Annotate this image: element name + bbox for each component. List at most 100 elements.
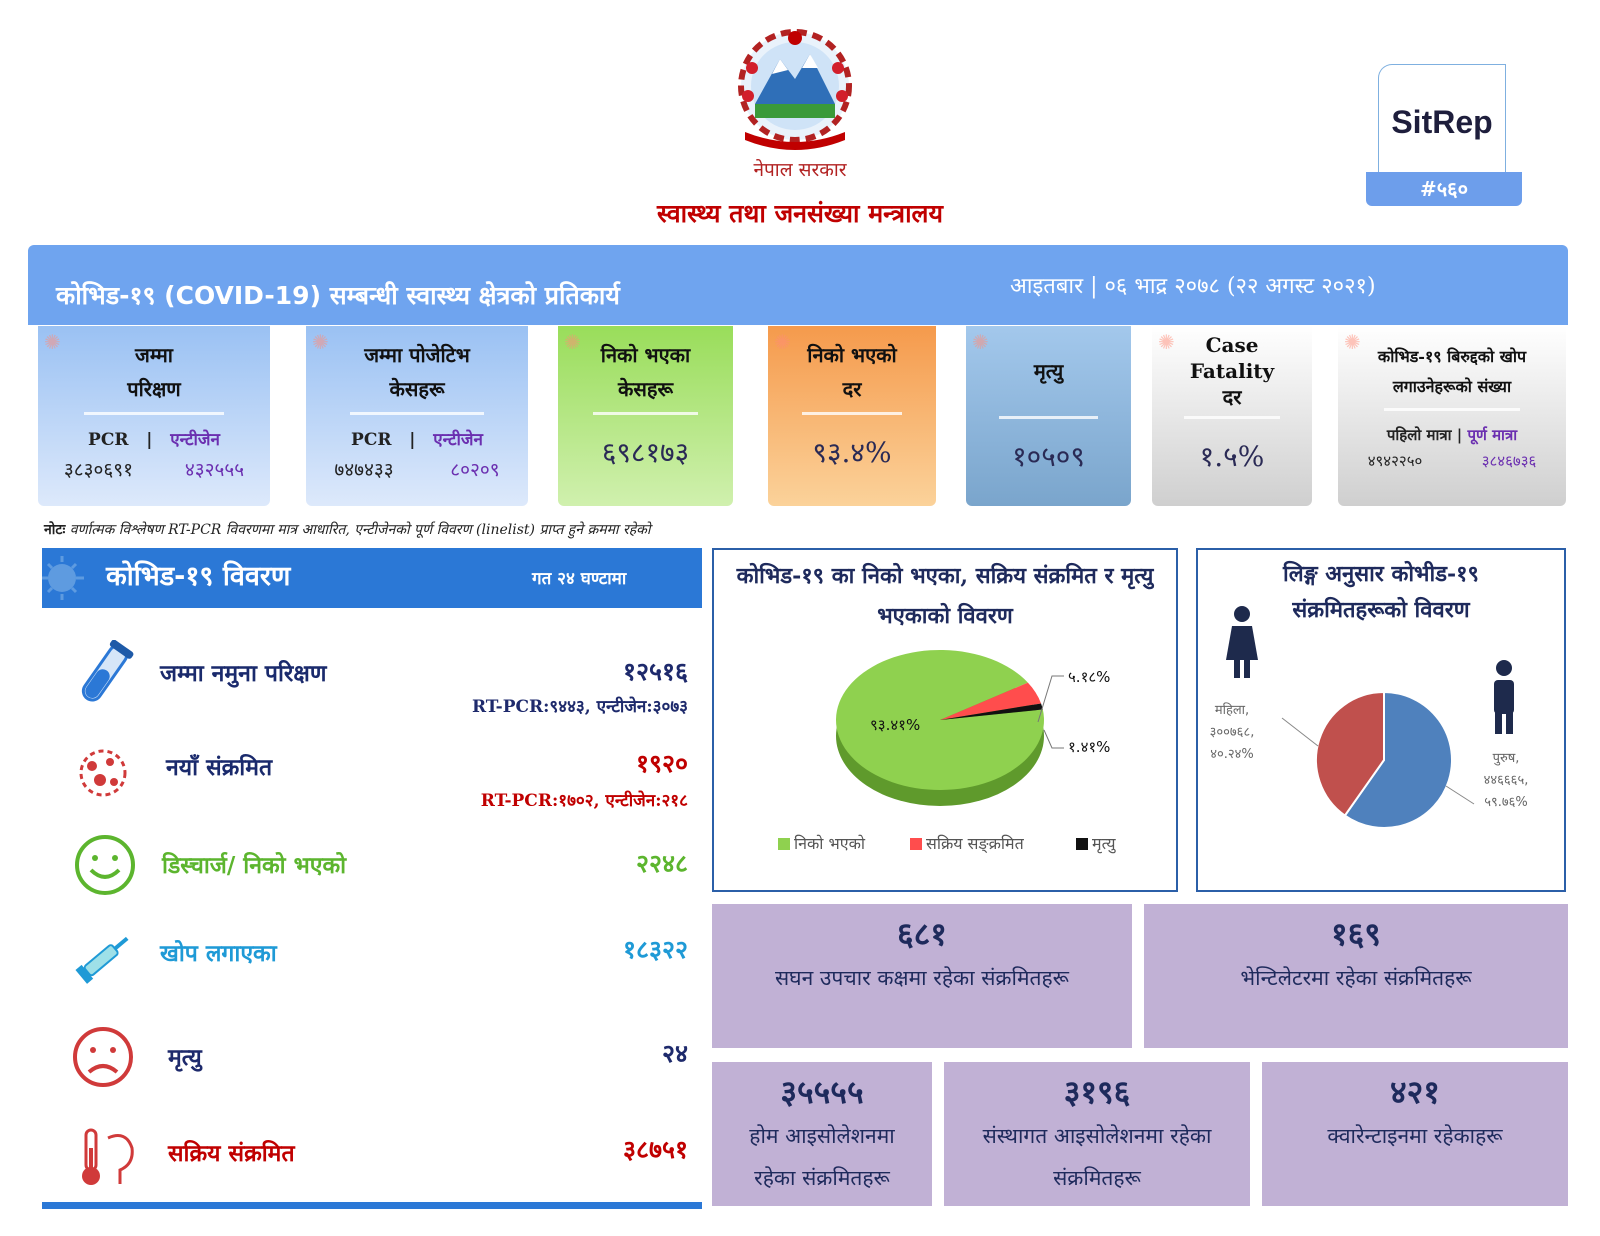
card-title: जम्मा परिक्षण bbox=[127, 343, 181, 401]
data-label: महिला, bbox=[1215, 702, 1249, 718]
data-label: ५.१८% bbox=[1068, 668, 1110, 686]
stat-value: ३१९६ bbox=[1063, 1073, 1131, 1111]
stat-label: संस्थागत आइसोलेशनमा रहेका संक्रमितहरू bbox=[982, 1124, 1212, 1190]
card-sub-values: ३८३०६९१ ४३२५५५ bbox=[63, 459, 245, 481]
divider bbox=[1184, 416, 1280, 419]
leader-line bbox=[1445, 785, 1475, 805]
card-title: निको भएको दर bbox=[807, 343, 897, 401]
virus-icon: ✺ bbox=[774, 330, 791, 354]
card-title: निको भएका केसहरू bbox=[600, 343, 691, 401]
divider bbox=[999, 416, 1098, 419]
divider bbox=[1383, 408, 1521, 411]
divider bbox=[801, 412, 903, 415]
footnote: नोटः वर्णात्मक विश्लेषण RT-PCR विवरणमा म… bbox=[44, 522, 651, 538]
card-total-tests: ✺ जम्मा परिक्षण PCR | एन्टीजेन ३८३०६९१ ४३२… bbox=[38, 326, 270, 506]
row-value-vaccinated: १८३२२ bbox=[622, 935, 688, 964]
male-icon bbox=[1494, 660, 1514, 734]
card-title: मृत्यु bbox=[1033, 359, 1064, 383]
virus-icon: ✺ bbox=[44, 330, 61, 354]
row-value-deaths: २४ bbox=[661, 1039, 688, 1068]
card-sub-labels: PCR | एन्टीजेन bbox=[351, 430, 483, 450]
pie-chart-gender: महिला, ३००७६८, ४०.२४% पुरुष, ४४६६६५, ५९.७६% bbox=[1210, 606, 1528, 829]
card-sub-values: ७४७४३३ ८०२०९ bbox=[334, 459, 500, 481]
government-name: नेपाल सरकार bbox=[753, 159, 847, 181]
virus-icon: ✺ bbox=[312, 330, 329, 354]
data-label: ५९.७६% bbox=[1484, 795, 1528, 810]
legend-label: सक्रिय सङ्क्रमित bbox=[926, 834, 1025, 854]
sitrep-label: SitRep bbox=[1391, 104, 1493, 140]
banner-title: कोभिड-१९ (COVID-19) सम्बन्धी स्वास्थ्य क… bbox=[56, 281, 620, 310]
virus-icon: ✺ bbox=[972, 330, 989, 354]
chart-title: लिङ्ग अनुसार कोभीड-१९ संक्रमितहरूको विवर… bbox=[1283, 561, 1479, 623]
pie-slice bbox=[1315, 690, 1385, 818]
title-banner bbox=[28, 245, 1568, 325]
banner-date: आइतबार | ०६ भाद्र २०७८ (२२ अगस्ट २०२१) bbox=[1010, 274, 1376, 299]
row-label-discharged: डिस्चार्ज/ निको भएको bbox=[162, 852, 347, 879]
row-value-discharged: २२४८ bbox=[635, 849, 688, 878]
data-label: पुरुष, bbox=[1493, 751, 1520, 766]
pie-slice bbox=[940, 703, 1043, 720]
legend-swatch bbox=[1076, 838, 1088, 850]
card-title: जम्मा पोजेटिभ केसहरू bbox=[364, 343, 470, 401]
chart-gender: लिङ्ग अनुसार कोभीड-१९ संक्रमितहरूको विवर… bbox=[1196, 548, 1566, 892]
stat-value: ६८१ bbox=[897, 915, 947, 953]
row-value-total-samples: १२५१६ bbox=[622, 657, 688, 686]
legend-label: निको भएको bbox=[794, 834, 866, 853]
stat-label: सघन उपचार कक्षमा रहेका संक्रमितहरू bbox=[774, 966, 1069, 990]
virus-icon bbox=[42, 556, 84, 600]
card-deaths: ✺ मृत्यु १०५०९ bbox=[966, 326, 1131, 506]
sad-face-icon bbox=[73, 1027, 133, 1087]
divider bbox=[350, 412, 484, 415]
data-label: ४०.२४% bbox=[1210, 747, 1254, 762]
leader-line bbox=[1037, 675, 1064, 723]
data-label: ९३.४१% bbox=[870, 716, 920, 734]
stat-label: क्वारेन्टाइनमा रहेकाहरू bbox=[1327, 1124, 1503, 1148]
row-value-active: ३८७५१ bbox=[622, 1135, 688, 1164]
panel-bottom-rule bbox=[42, 1202, 702, 1209]
smiley-icon bbox=[75, 835, 135, 895]
card-recovered: ✺ निको भएका केसहरू ६९८१७३ bbox=[558, 326, 733, 506]
card-title: Case Fatality दर bbox=[1189, 333, 1275, 409]
leader-line bbox=[1043, 729, 1064, 749]
stat-value: १६९ bbox=[1331, 915, 1381, 953]
card-value: १०५०९ bbox=[1012, 440, 1085, 473]
stat-home-isolation: ३५५५५ होम आइसोलेशनमा रहेका संक्रमितहरू bbox=[712, 1062, 932, 1206]
card-value: ६९८१७३ bbox=[601, 436, 690, 469]
stat-quarantine: ४२१ क्वारेन्टाइनमा रहेकाहरू bbox=[1262, 1062, 1568, 1206]
stat-label: भेन्टिलेटरमा रहेका संक्रमितहरू bbox=[1240, 966, 1472, 990]
row-label-new-infections: नयाँ संक्रमित bbox=[166, 754, 273, 781]
pie-chart-outcomes: ९३.४१% ५.१८% १.४१% निको भएको सक्रिय सङ्क्रमि… bbox=[778, 650, 1116, 854]
row-value-new-infections: १९२० bbox=[635, 749, 688, 778]
syringe-icon bbox=[75, 936, 129, 984]
sitrep-badge bbox=[1378, 64, 1506, 172]
divider bbox=[84, 412, 224, 415]
legend-swatch bbox=[778, 838, 790, 850]
stat-ventilator: १६९ भेन्टिलेटरमा रहेका संक्रमितहरू bbox=[1144, 904, 1568, 1048]
card-title: कोभिड-१९ बिरुद्दको खोप लगाउनेहरूको संख्या bbox=[1377, 347, 1527, 396]
test-tube-icon bbox=[81, 640, 134, 702]
stat-value: ४२१ bbox=[1390, 1073, 1440, 1111]
pie-slice bbox=[940, 682, 1042, 720]
card-sub-labels: PCR | एन्टीजेन bbox=[88, 430, 220, 450]
row-label-vaccinated: खोप लगाएका bbox=[160, 940, 277, 967]
row-sub-total-samples: RT-PCR:९४४३, एन्टीजेन:३०७३ bbox=[471, 697, 688, 717]
data-label: १.४१% bbox=[1068, 738, 1110, 756]
stat-icu: ६८१ सघन उपचार कक्षमा रहेका संक्रमितहरू bbox=[712, 904, 1132, 1048]
row-label-total-samples: जम्मा नमुना परिक्षण bbox=[160, 660, 327, 687]
row-label-deaths: मृत्यु bbox=[168, 1044, 202, 1071]
card-value: ९३.४% bbox=[812, 436, 892, 469]
card-case-fatality: ✺ Case Fatality दर १.५% bbox=[1152, 326, 1312, 506]
ministry-title: स्वास्थ्य तथा जनसंख्या मन्त्रालय bbox=[656, 199, 943, 228]
stat-label: होम आइसोलेशनमा रहेका संक्रमितहरू bbox=[749, 1124, 895, 1190]
row-label-active: सक्रिय संक्रमित bbox=[168, 1140, 295, 1167]
stat-value: ३५५५५ bbox=[780, 1073, 864, 1111]
divider bbox=[593, 412, 698, 415]
row-sub-new-infections: RT-PCR:१७०२, एन्टीजेन:२१८ bbox=[480, 791, 688, 811]
chart-outcomes: कोभिड-१९ का निको भएका, सक्रिय संक्रमित र… bbox=[712, 548, 1178, 892]
panel-subtitle: गत २४ घण्टामा bbox=[532, 569, 627, 589]
sitrep-number: #५६० bbox=[1366, 172, 1522, 206]
card-recovery-rate: ✺ निको भएको दर ९३.४% bbox=[768, 326, 936, 506]
virus-icon: ✺ bbox=[1344, 330, 1361, 354]
panel-header bbox=[42, 548, 702, 608]
card-vaccinated: ✺ कोभिड-१९ बिरुद्दको खोप लगाउनेहरूको संख्… bbox=[1338, 326, 1566, 506]
